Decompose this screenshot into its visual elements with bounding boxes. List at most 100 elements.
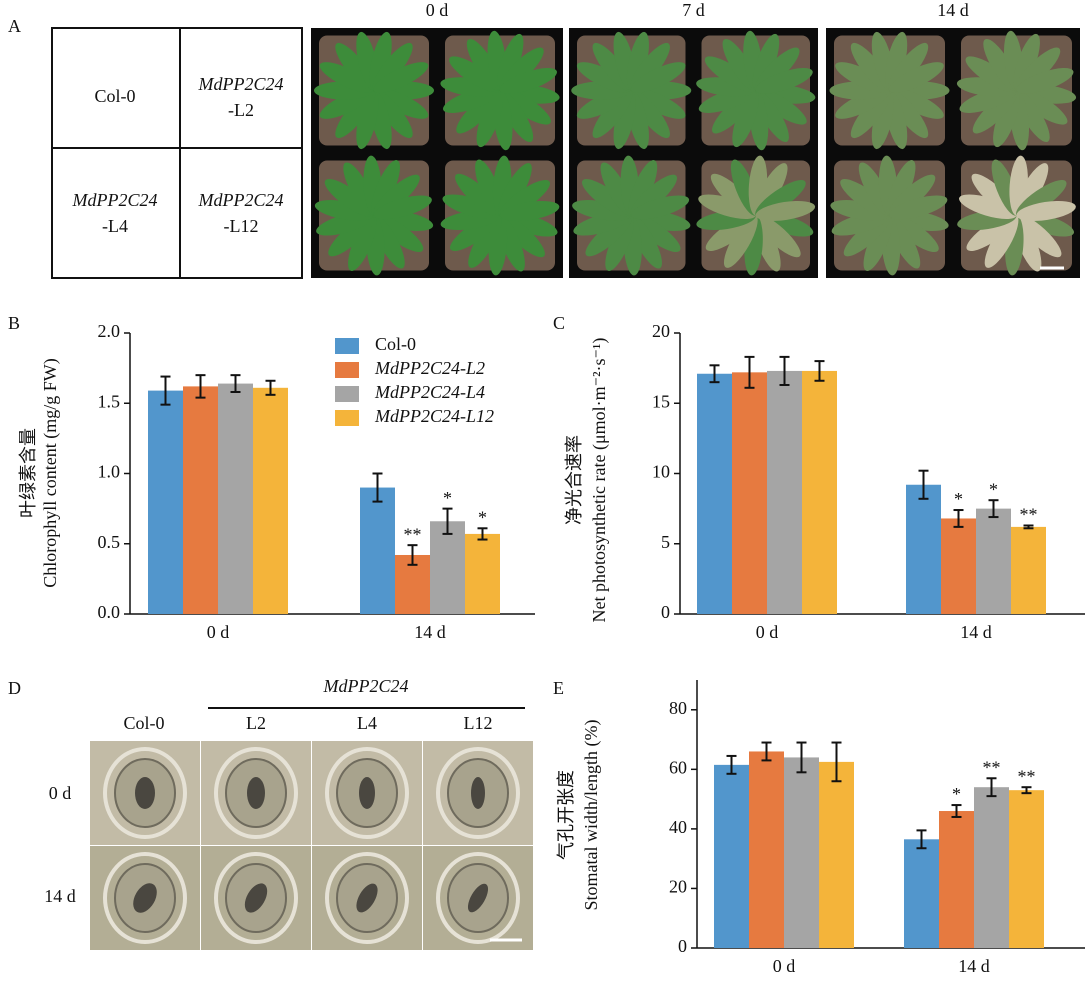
bar xyxy=(360,487,395,614)
y-tick-label: 0.0 xyxy=(98,602,121,622)
y-tick-label: 20 xyxy=(669,877,687,897)
bar xyxy=(749,751,784,948)
genotype-label: -L2 xyxy=(228,100,254,120)
y-axis-label: Chlorophyll content (mg/g FW) xyxy=(40,358,61,587)
genotype-label: Col-0 xyxy=(94,86,135,106)
photos xyxy=(90,28,1080,950)
group-label: MdPP2C24 xyxy=(323,676,409,696)
leaf xyxy=(889,195,948,220)
panel-label: B xyxy=(8,313,20,333)
bar xyxy=(697,373,732,614)
row-label: 14 d xyxy=(44,886,76,906)
pore xyxy=(359,777,375,809)
leaf xyxy=(1016,68,1074,94)
guard-cell xyxy=(325,852,409,944)
leaf xyxy=(373,62,429,93)
day-label: 0 d xyxy=(426,0,449,20)
day-label: 7 d xyxy=(682,0,705,20)
leaf xyxy=(476,90,504,148)
pore xyxy=(133,883,157,913)
y-tick-label: 10 xyxy=(652,462,670,482)
leaf xyxy=(1016,200,1076,221)
bar xyxy=(1011,526,1046,614)
pore xyxy=(135,777,155,809)
leaf xyxy=(613,90,636,150)
leaf xyxy=(871,90,894,150)
guard-cell xyxy=(214,747,298,839)
significance: ** xyxy=(1018,766,1036,786)
bar xyxy=(819,761,854,948)
y-axis-label-cn: 气孔开张度 xyxy=(556,770,576,860)
leaf xyxy=(605,215,634,272)
bar xyxy=(732,372,767,614)
leaf xyxy=(885,31,908,91)
y-tick-label: 1.0 xyxy=(98,462,121,482)
y-tick-label: 0 xyxy=(661,602,670,622)
x-tick-label: 0 d xyxy=(756,622,779,642)
x-tick-label: 14 d xyxy=(958,956,990,976)
leaf xyxy=(499,200,560,221)
legend-label: MdPP2C24-L12 xyxy=(374,406,494,426)
guard-cell xyxy=(103,747,187,839)
significance: ** xyxy=(1020,505,1038,525)
significance: * xyxy=(952,784,961,804)
panel-label: D xyxy=(8,678,21,698)
x-tick-label: 0 d xyxy=(207,622,230,642)
genotype-label: -L12 xyxy=(224,216,259,236)
bar xyxy=(148,390,183,614)
leaf xyxy=(993,90,1020,148)
x-tick-label: 14 d xyxy=(960,622,992,642)
y-tick-label: 2.0 xyxy=(98,321,121,341)
guard-cell xyxy=(325,747,409,839)
leaf xyxy=(886,159,916,216)
leaf xyxy=(959,194,1017,220)
leaf xyxy=(356,90,379,150)
leaf xyxy=(369,31,392,91)
legend-swatch xyxy=(335,410,359,426)
bar xyxy=(218,383,253,614)
x-tick-label: 0 d xyxy=(773,956,796,976)
bar xyxy=(253,387,288,614)
leaf xyxy=(631,195,690,220)
layout-box xyxy=(51,27,303,279)
leaf xyxy=(863,215,893,272)
leaf xyxy=(752,33,780,91)
legend-swatch xyxy=(335,386,359,402)
bar xyxy=(714,764,749,948)
pore xyxy=(467,883,489,913)
legend-label: MdPP2C24-L4 xyxy=(374,382,485,402)
bar xyxy=(802,370,837,614)
panel-label: C xyxy=(553,313,565,333)
column-label: Col-0 xyxy=(123,713,164,733)
x-tick-label: 14 d xyxy=(414,622,446,642)
y-axis-label-cn: 净光合速率 xyxy=(564,435,584,525)
significance: * xyxy=(478,507,487,527)
bar xyxy=(1009,790,1044,948)
y-tick-label: 80 xyxy=(669,698,687,718)
leaf xyxy=(889,62,944,93)
leaf xyxy=(698,194,756,220)
day-label: 14 d xyxy=(937,0,969,20)
bar xyxy=(906,484,941,614)
bar xyxy=(183,386,218,614)
y-tick-label: 40 xyxy=(669,817,687,837)
y-tick-label: 15 xyxy=(652,391,670,411)
significance: ** xyxy=(404,524,422,544)
legend-label: MdPP2C24-L2 xyxy=(374,358,485,378)
genotype-label: MdPP2C24 xyxy=(72,190,158,210)
y-tick-label: 1.5 xyxy=(98,391,121,411)
guard-cell xyxy=(436,852,520,944)
genotype-label: MdPP2C24 xyxy=(198,190,284,210)
y-tick-label: 0 xyxy=(678,936,687,956)
leaf xyxy=(348,215,377,272)
bar xyxy=(904,839,939,948)
y-tick-label: 20 xyxy=(652,321,670,341)
leaf xyxy=(496,33,524,91)
leaf xyxy=(628,159,658,216)
leaf xyxy=(442,194,501,220)
genotype-label: -L4 xyxy=(102,216,128,236)
bar xyxy=(939,811,974,948)
panel-label: A xyxy=(8,16,21,36)
leaf xyxy=(1013,33,1040,91)
